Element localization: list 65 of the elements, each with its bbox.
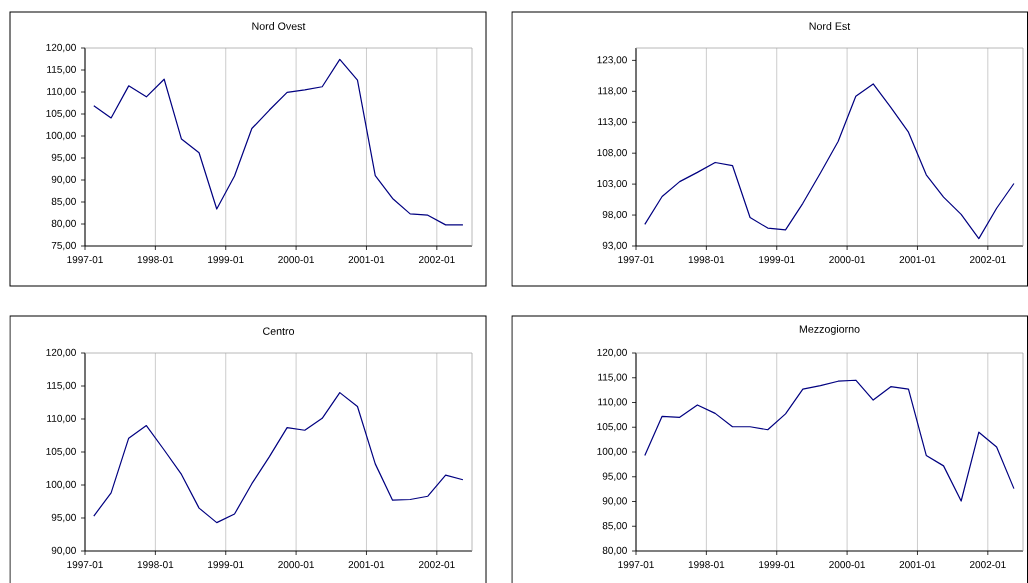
y-tick-label: 100,00 <box>597 447 627 457</box>
y-tick-label: 95,00 <box>51 153 76 163</box>
x-tick-label: 2000-01 <box>278 561 314 569</box>
y-tick-label: 110,00 <box>47 87 76 97</box>
y-tick-label: 75,00 <box>51 241 76 251</box>
chart-title: Nord Est <box>809 22 851 30</box>
x-tick-label: 1999-01 <box>759 561 795 569</box>
x-tick-label: 1997-01 <box>618 256 654 264</box>
y-tick-label: 85,00 <box>602 522 627 531</box>
chart-title: Centro <box>263 327 295 335</box>
y-tick-label: 105,00 <box>46 109 76 119</box>
line-series <box>93 392 464 524</box>
y-tick-label: 108,00 <box>597 149 627 158</box>
x-tick-label: 2001-01 <box>899 561 936 569</box>
y-tick-label: 93,00 <box>602 241 627 251</box>
y-tick-label: 90,00 <box>602 497 627 506</box>
x-tick-label: 1998-01 <box>137 561 174 569</box>
x-tick-label: 1998-01 <box>688 561 725 569</box>
line-series <box>644 83 1015 240</box>
y-tick-label: 118,00 <box>598 87 627 96</box>
y-tick-label: 105,00 <box>46 447 76 457</box>
y-tick-label: 90,00 <box>51 546 76 556</box>
chart-title: Nord Ovest <box>252 22 306 30</box>
y-tick-label: 115,00 <box>47 65 76 75</box>
x-tick-label: 1999-01 <box>208 561 244 569</box>
y-tick-label: 90,00 <box>51 175 76 185</box>
y-tick-label: 110,00 <box>47 414 76 424</box>
y-tick-label: 85,00 <box>51 197 76 207</box>
y-tick-label: 100,00 <box>46 131 76 141</box>
x-tick-label: 1999-01 <box>759 256 795 264</box>
y-tick-label: 100,00 <box>46 480 76 490</box>
y-tick-label: 120,00 <box>46 43 76 53</box>
y-tick-label: 123,00 <box>597 56 627 65</box>
x-tick-label: 2001-01 <box>348 561 385 569</box>
x-tick-label: 2001-01 <box>899 256 936 264</box>
x-tick-label: 2000-01 <box>278 256 314 264</box>
y-tick-label: 115,00 <box>598 373 627 382</box>
y-tick-label: 120,00 <box>597 348 627 358</box>
y-tick-label: 105,00 <box>597 423 627 432</box>
x-tick-label: 2000-01 <box>829 561 865 569</box>
x-tick-label: 1997-01 <box>67 256 103 264</box>
y-tick-label: 103,00 <box>597 179 627 189</box>
y-tick-label: 120,00 <box>46 348 76 358</box>
y-tick-label: 113,00 <box>598 118 627 127</box>
x-tick-label: 1999-01 <box>208 256 244 264</box>
x-tick-label: 2002-01 <box>969 256 1006 264</box>
line-series <box>644 379 1015 502</box>
x-tick-label: 2002-01 <box>418 256 455 264</box>
line-series <box>93 58 464 226</box>
y-tick-label: 98,00 <box>602 210 627 220</box>
y-tick-label: 95,00 <box>51 513 76 523</box>
chart-title: Mezzogiorno <box>799 325 860 335</box>
x-tick-label: 1998-01 <box>688 256 725 264</box>
y-tick-label: 110,00 <box>598 398 627 407</box>
x-tick-label: 1997-01 <box>618 561 654 569</box>
x-tick-label: 2001-01 <box>348 256 385 264</box>
y-tick-label: 80,00 <box>51 219 76 229</box>
x-tick-label: 1998-01 <box>137 256 174 264</box>
y-tick-label: 80,00 <box>602 546 627 556</box>
y-tick-label: 115,00 <box>47 381 76 391</box>
x-tick-label: 2002-01 <box>418 561 455 569</box>
x-tick-label: 2002-01 <box>969 561 1006 569</box>
x-tick-label: 1997-01 <box>67 561 103 569</box>
y-tick-label: 95,00 <box>602 472 627 481</box>
x-tick-label: 2000-01 <box>829 256 865 264</box>
